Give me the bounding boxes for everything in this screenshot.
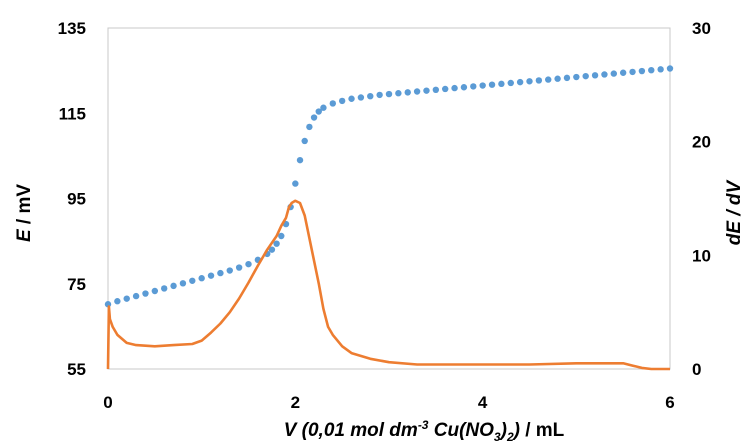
potential-point xyxy=(310,114,318,121)
x-axis-title-exponent: -3 xyxy=(418,418,429,432)
potential-point xyxy=(376,91,383,99)
potential-point xyxy=(315,108,322,115)
potential-point xyxy=(563,74,571,82)
x-axis-title-unit: / mL xyxy=(520,420,565,441)
potential-point xyxy=(123,295,130,302)
y-left-tick-label: 95 xyxy=(67,190,86,209)
potential-point xyxy=(226,267,233,274)
potential-point xyxy=(554,75,561,82)
y-left-tick-label: 55 xyxy=(67,360,86,379)
y-left-tick-label: 115 xyxy=(59,104,86,123)
y-left-tick-label: 75 xyxy=(67,275,86,294)
potential-point xyxy=(142,290,149,297)
y-right-tick-label: 0 xyxy=(692,360,701,379)
potential-point xyxy=(357,94,365,101)
potential-point xyxy=(601,71,608,78)
potential-point xyxy=(385,90,393,98)
x-tick-label: 4 xyxy=(478,393,488,412)
potential-point xyxy=(235,264,243,271)
potential-point xyxy=(460,84,468,91)
potential-point xyxy=(132,292,140,300)
x-axis-ticks: 0 2 4 6 xyxy=(103,393,674,412)
potential-point xyxy=(395,90,402,97)
derivative-line xyxy=(106,199,670,371)
potential-point xyxy=(329,100,336,107)
potential-point xyxy=(170,282,177,290)
potential-point xyxy=(207,272,215,279)
potential-point xyxy=(629,68,636,76)
potential-point xyxy=(301,137,308,145)
potential-point xyxy=(423,87,430,94)
potential-point xyxy=(470,83,477,90)
potential-point xyxy=(161,285,168,292)
potential-point xyxy=(582,72,589,80)
y-right-tick-label: 30 xyxy=(692,19,711,38)
x-tick-label: 6 xyxy=(665,393,674,412)
potential-point xyxy=(338,97,346,105)
potential-point xyxy=(292,180,299,187)
x-axis-title-sub1: 3 xyxy=(494,430,501,444)
potential-point xyxy=(638,67,646,75)
potential-point xyxy=(507,79,514,87)
potential-point xyxy=(498,80,505,88)
potential-point xyxy=(179,280,187,287)
x-tick-label: 0 xyxy=(103,393,112,412)
potential-series xyxy=(104,65,674,308)
right-axis-ticks: 0 10 20 30 xyxy=(692,19,711,379)
potential-point xyxy=(648,66,655,74)
potential-point xyxy=(488,81,496,88)
potential-point xyxy=(432,86,440,94)
potential-point xyxy=(479,82,486,89)
derivative-series xyxy=(106,199,670,371)
y-right-axis-title: dE / dV xyxy=(724,179,745,245)
potential-point xyxy=(451,84,458,92)
potential-point xyxy=(367,93,374,100)
potential-point xyxy=(189,277,196,284)
left-axis-ticks: 55 75 95 115 135 xyxy=(58,19,86,379)
x-axis-title: V (0,01 mol dm-3 Cu(NO3)2) / mL xyxy=(284,418,565,444)
x-axis-title-prefix: V (0,01 mol dm xyxy=(284,420,418,441)
potential-point xyxy=(278,232,285,240)
x-axis-title-close: ) xyxy=(499,420,507,441)
potential-point xyxy=(198,275,205,282)
potential-point xyxy=(268,246,276,253)
x-tick-label: 2 xyxy=(291,393,300,412)
y-left-axis-unit: / mV xyxy=(14,184,35,230)
potential-point xyxy=(526,78,533,85)
potential-point xyxy=(348,95,355,102)
potential-point xyxy=(296,156,304,164)
potential-point xyxy=(114,298,121,305)
potential-point xyxy=(619,69,627,76)
potential-point xyxy=(545,76,552,83)
potential-point xyxy=(217,269,224,277)
y-left-axis-title: E / mV xyxy=(14,184,35,242)
x-axis-title-tail: ) xyxy=(512,420,520,441)
potential-point xyxy=(442,85,449,93)
potential-point xyxy=(245,260,252,268)
potential-point xyxy=(151,287,159,295)
potential-point xyxy=(306,123,313,131)
potential-point xyxy=(404,89,411,96)
potential-point xyxy=(320,104,327,111)
potential-point xyxy=(666,65,674,72)
potential-point xyxy=(657,66,664,73)
y-right-tick-label: 10 xyxy=(692,246,711,265)
potential-point xyxy=(573,73,580,81)
y-left-tick-label: 135 xyxy=(58,19,86,38)
potential-point xyxy=(591,72,599,79)
x-axis-title-sub2: 2 xyxy=(506,430,514,444)
x-axis-title-formula: Cu(NO xyxy=(428,420,494,441)
potential-point xyxy=(610,70,617,77)
y-right-tick-label: 20 xyxy=(692,133,711,152)
y-left-axis-symbol: E xyxy=(14,228,35,242)
potential-point xyxy=(273,240,280,247)
potential-point xyxy=(535,77,543,84)
plot-area xyxy=(107,27,671,370)
potential-point xyxy=(413,88,421,95)
potential-point xyxy=(516,78,524,86)
